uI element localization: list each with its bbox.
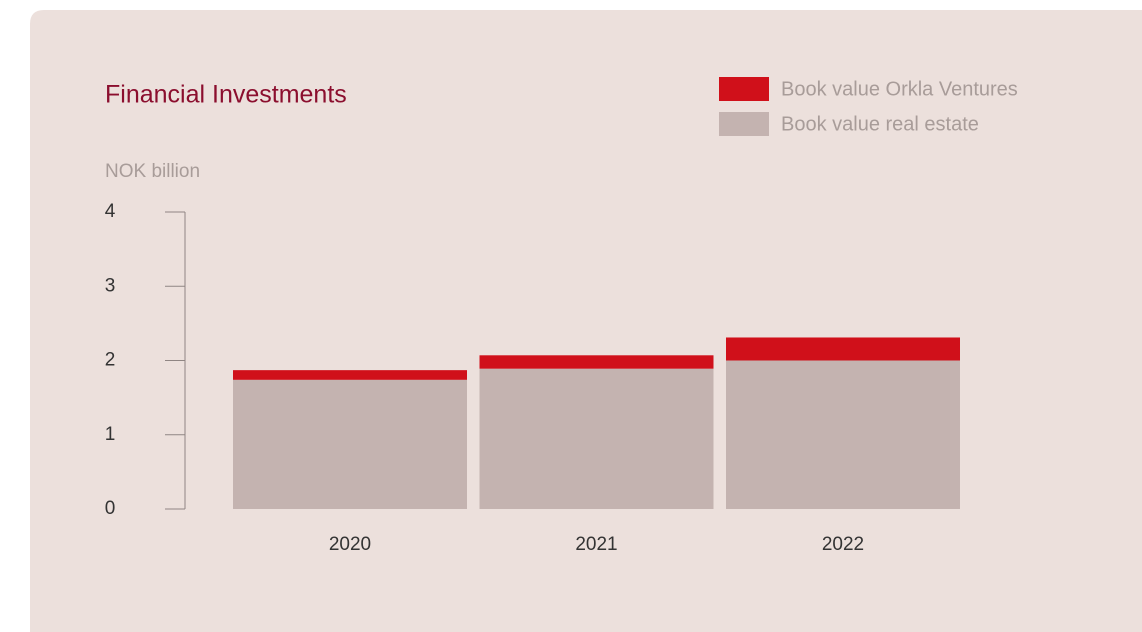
bar-segment [479, 355, 714, 369]
chart-title: Financial Investments [105, 81, 347, 109]
bar-segment [726, 360, 960, 509]
legend-swatch [719, 77, 769, 101]
bar-segment [233, 370, 467, 380]
legend-label: Book value Orkla Ventures [781, 78, 1018, 100]
y-tick-label: 2 [105, 350, 116, 371]
y-tick-label: 1 [105, 424, 116, 445]
bar-segment [479, 368, 714, 509]
y-tick-label: 3 [105, 275, 116, 296]
bar-segment [726, 337, 960, 361]
x-tick-label: 2020 [329, 534, 371, 555]
legend-label: Book value real estate [781, 113, 979, 135]
y-tick-label: 4 [105, 201, 116, 222]
y-axis-label: NOK billion [105, 161, 200, 182]
bar-segment [233, 379, 467, 509]
x-tick-label: 2021 [575, 534, 617, 555]
legend-swatch [719, 112, 769, 136]
y-tick-label: 0 [105, 498, 116, 519]
x-tick-label: 2022 [822, 534, 864, 555]
